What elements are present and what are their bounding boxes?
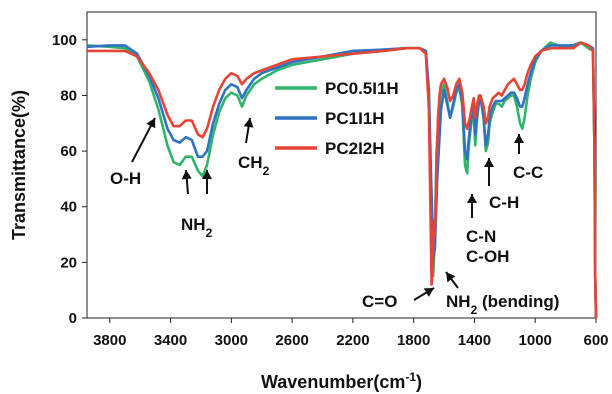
x-tick-label: 1400: [458, 332, 491, 349]
y-axis-title: Transmittance(%): [9, 90, 29, 240]
series-layer: [86, 41, 598, 319]
y-tick-label: 40: [60, 199, 77, 216]
x-axis-title-superscript: -1: [405, 370, 416, 384]
legend: PC0.5I1H PC1I1H PC2I2H: [275, 79, 399, 158]
annotation-arrowhead: [181, 170, 192, 180]
series-line-3: [87, 41, 598, 319]
x-tick-label: 1800: [397, 332, 430, 349]
peak-annotations: O-H NH2 CH2 C=O NH2 (bending) C-NC-OH C-H C-C: [110, 117, 559, 317]
annotation-label-nh2b: NH2 (bending): [446, 292, 559, 317]
x-tick-label: 2600: [275, 332, 308, 349]
y-tick-label: 20: [60, 254, 77, 271]
annotation-arrowhead: [243, 118, 254, 128]
annotation-arrowhead: [484, 158, 494, 167]
legend-label: PC2I2H: [325, 139, 385, 158]
annotation-label-coh: C-OH: [466, 247, 509, 266]
x-tick-label: 1000: [519, 332, 552, 349]
annotation-arrowhead: [202, 170, 212, 179]
y-tick-label: 60: [60, 143, 77, 160]
y-tick-label: 100: [52, 32, 77, 49]
y-tick-label: 80: [60, 87, 77, 104]
annotation-arrowhead: [423, 288, 434, 297]
annotation-arrowhead: [514, 134, 524, 143]
annotation-label-ch: C-H: [489, 193, 519, 212]
series-line-2: [86, 41, 598, 319]
x-tick-label: 3000: [215, 332, 248, 349]
legend-label: PC1I1H: [325, 109, 385, 128]
x-axis-title: Wavenumber(cm-1): [261, 370, 422, 392]
plot-area-frame: [86, 11, 597, 319]
annotation-label-oh: O-H: [110, 169, 141, 188]
x-tick-label: 3800: [93, 332, 126, 349]
y-tick-label: 0: [69, 310, 77, 327]
annotation-label-cn: C-N: [466, 227, 496, 246]
y-axis-ticks: 0 20 40 60 80 100: [52, 32, 87, 327]
annotation-label-co: C=O: [362, 292, 397, 311]
annotation-label-nh2: NH2: [181, 215, 213, 240]
x-axis-ticks: 3800 3400 3000 2600 2200 1800 1400 1000 600: [93, 318, 609, 349]
x-tick-label: 600: [583, 332, 608, 349]
x-axis-title-end: ): [416, 372, 422, 392]
x-tick-label: 2200: [336, 332, 369, 349]
x-tick-label: 3400: [154, 332, 187, 349]
legend-label: PC0.5I1H: [325, 79, 399, 98]
x-axis-title-main: Wavenumber(cm: [261, 372, 405, 392]
annotation-arrowhead: [146, 118, 156, 129]
annotation-arrowhead: [446, 272, 456, 283]
annotation-label-ch2: CH2: [238, 153, 270, 178]
annotation-label-cc: C-C: [513, 163, 543, 182]
annotation-arrowhead: [467, 194, 477, 203]
